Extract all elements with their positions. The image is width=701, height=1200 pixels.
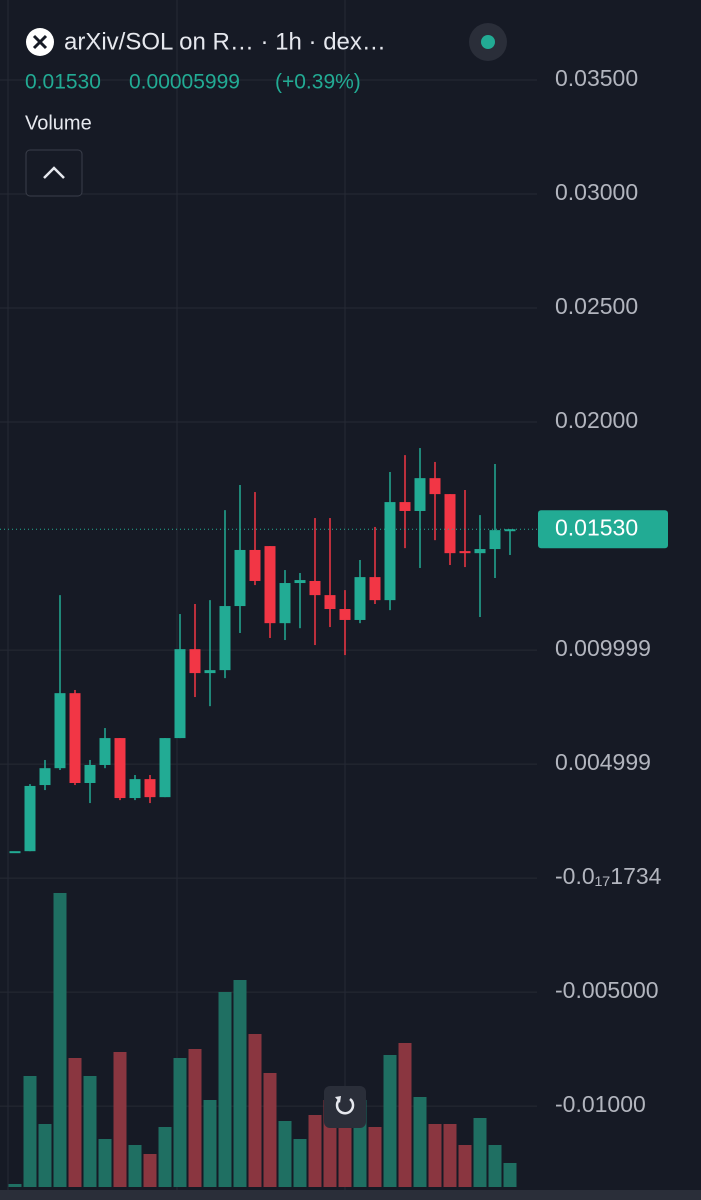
header: arXiv/SOL on R… · 1h · dex… 0.01530 0.00… [25, 23, 507, 197]
y-tick-label: 0.03000 [555, 179, 638, 205]
volume-bar [248, 1034, 262, 1187]
candle-body [159, 738, 171, 798]
candle-body [414, 478, 426, 511]
volume-bar [503, 1163, 517, 1187]
volume-bar [473, 1118, 487, 1187]
candle-body [219, 606, 231, 671]
reset-button-bg[interactable] [324, 1086, 366, 1128]
candle-body [69, 693, 81, 783]
candle-body [249, 549, 261, 581]
candle-body [99, 738, 111, 765]
candle-body [369, 577, 381, 601]
volume-bar [218, 992, 232, 1187]
volume-legend: Volume [25, 112, 92, 134]
candle-body [234, 549, 246, 607]
candle-body [39, 768, 51, 786]
volume-bar [413, 1097, 427, 1187]
reset-icon-arrow [335, 1096, 341, 1103]
volume-bar [188, 1049, 202, 1187]
volume-bar [488, 1145, 502, 1187]
volume-bar [293, 1139, 307, 1187]
volume-bar [338, 1121, 352, 1187]
candle-layer [0, 448, 537, 854]
candle-body [339, 609, 351, 620]
volume-bar [158, 1127, 172, 1187]
candle-body [459, 551, 471, 554]
volume-bar [203, 1100, 217, 1187]
candle-body [189, 649, 201, 674]
candle-body [204, 670, 216, 674]
candle-body [264, 546, 276, 624]
candle-body [399, 502, 411, 511]
volume-bar [98, 1139, 112, 1187]
y-tick-label: -0.005000 [555, 977, 659, 1003]
price-axis: 0.03500 0.03000 0.02500 0.02000 0.009999 0.00… [538, 65, 668, 1117]
legend-change: 0.00005999 [129, 71, 240, 94]
volume-bar [443, 1124, 457, 1187]
legend-change-pct: (+0.39%) [275, 71, 361, 94]
candle-body [144, 779, 156, 798]
candle-body [294, 580, 306, 584]
y-tick-label: -0.01000 [555, 1091, 646, 1117]
volume-bar [383, 1055, 397, 1187]
volume-bar [458, 1145, 472, 1187]
y-tick-label: -0.0₁₇1734 [555, 863, 662, 889]
volume-bar [278, 1121, 292, 1187]
candle-body [474, 549, 486, 554]
volume-bar [83, 1076, 97, 1187]
candle-body [324, 595, 336, 610]
volume-bar [68, 1058, 82, 1187]
collapse-button[interactable] [25, 149, 83, 197]
candle-body [114, 738, 126, 799]
volume-bar [308, 1115, 322, 1187]
last-price-label: 0.01530 [555, 514, 638, 540]
volume-bar [173, 1058, 187, 1187]
y-tick-label: 0.004999 [555, 749, 651, 775]
reset-button[interactable] [324, 1086, 366, 1128]
volume-bar [428, 1124, 442, 1187]
candle-body [84, 764, 96, 783]
volume-bar [143, 1154, 157, 1187]
volume-layer [8, 893, 517, 1187]
symbol-icon-mark [32, 34, 48, 50]
candle-body [174, 649, 186, 739]
last-price-box [538, 510, 668, 549]
status-dot [481, 35, 495, 49]
candle-body [54, 693, 66, 769]
volume-bar [53, 893, 67, 1187]
candle-body [24, 785, 36, 852]
volume-bar [368, 1127, 382, 1187]
volume-bar [113, 1052, 127, 1187]
candle-body [384, 502, 396, 601]
y-tick-label: 0.009999 [555, 635, 651, 661]
candle-body [444, 494, 456, 554]
chart-title[interactable]: arXiv/SOL on R… · 1h · dex… [64, 28, 386, 55]
y-tick-label: 0.03500 [555, 65, 638, 91]
y-tick-label: 0.02500 [555, 293, 638, 319]
bottom-bar [0, 1190, 701, 1200]
candle-body [354, 577, 366, 620]
reset-icon [335, 1098, 355, 1115]
volume-bar [23, 1076, 37, 1187]
volume-bar [8, 1184, 22, 1187]
candle-body [429, 478, 441, 495]
volume-bar [128, 1145, 142, 1187]
volume-bar [233, 980, 247, 1187]
candle-body [9, 851, 21, 854]
candle-body [489, 530, 501, 550]
candle-body [504, 529, 516, 532]
collapse-icon [43, 166, 65, 179]
volume-bar [263, 1073, 277, 1187]
legend-price: 0.01530 [25, 71, 101, 94]
candle-body [279, 583, 291, 624]
candle-body [129, 779, 141, 799]
candle-body [309, 580, 321, 596]
volume-bar [398, 1043, 412, 1187]
volume-bar [38, 1124, 52, 1187]
y-tick-label: 0.02000 [555, 407, 638, 433]
